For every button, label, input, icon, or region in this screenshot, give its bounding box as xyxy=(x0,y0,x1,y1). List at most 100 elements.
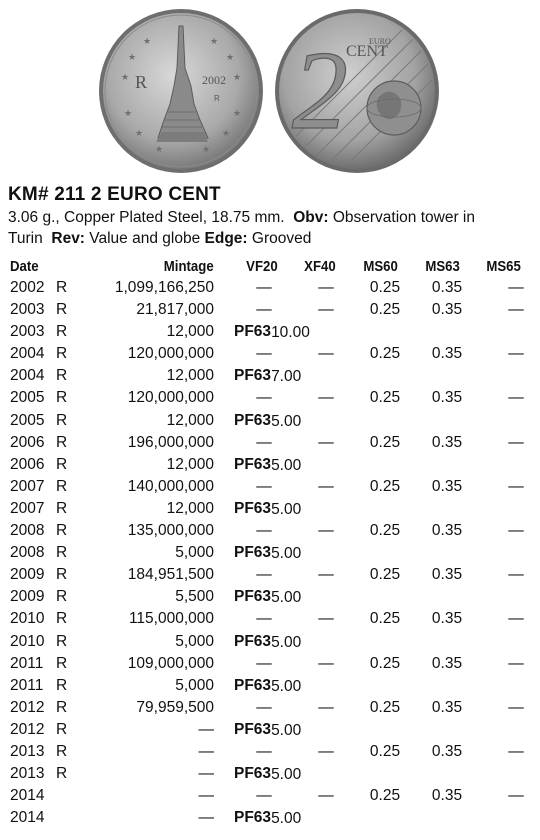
row-mint-mark: R xyxy=(56,411,68,429)
reverse-text: Value and globe xyxy=(89,230,201,247)
column-header-date: Date xyxy=(10,258,39,275)
row-proof-value: 5.00 xyxy=(271,500,302,518)
coin-reverse-cent: CENT xyxy=(346,43,388,60)
row-xf40: — xyxy=(318,345,334,363)
row-mintage: 184,951,500 xyxy=(127,566,214,584)
row-proof-grade: PF63 xyxy=(234,632,272,650)
row-mintage: 115,000,000 xyxy=(128,610,214,628)
row-xf40: — xyxy=(318,610,334,628)
row-ms60: 0.25 xyxy=(369,787,401,805)
row-year: 2006 xyxy=(10,433,45,451)
row-proof-grade: PF63 xyxy=(234,544,272,562)
row-mint-mark: R xyxy=(56,566,68,584)
row-mintage: 5,000 xyxy=(175,544,214,562)
svg-text:★: ★ xyxy=(202,145,210,155)
row-xf40: — xyxy=(318,742,334,760)
table-row: 2002 R 1,099,166,250 — — 0.25 0.35 — xyxy=(0,278,540,300)
svg-text:★: ★ xyxy=(222,129,230,139)
row-mint-mark: R xyxy=(56,499,68,517)
row-proof-grade: PF63 xyxy=(234,323,272,341)
coin-obverse-mark: R xyxy=(135,72,147,92)
row-ms63: 0.35 xyxy=(431,654,463,672)
row-proof-grade: PF63 xyxy=(234,676,272,694)
row-vf20: — xyxy=(256,522,272,540)
table-row: 2014 — — — 0.25 0.35 — xyxy=(0,786,540,808)
svg-text:★: ★ xyxy=(121,73,129,83)
row-proof-value: 5.00 xyxy=(271,766,302,784)
row-mint-mark: R xyxy=(56,301,68,319)
row-ms65: — xyxy=(508,389,524,407)
row-year: 2011 xyxy=(10,654,44,672)
row-vf20: — xyxy=(256,389,272,407)
row-year: 2010 xyxy=(10,610,45,628)
row-year: 2008 xyxy=(10,544,45,562)
row-ms63: 0.35 xyxy=(431,787,463,805)
row-ms63: 0.35 xyxy=(431,566,463,584)
row-proof-price: PF63 5.00 xyxy=(234,499,301,518)
row-ms60: 0.25 xyxy=(369,301,401,319)
row-ms65: — xyxy=(508,279,524,296)
row-year: 2002 xyxy=(10,279,45,296)
row-ms60: 0.25 xyxy=(369,433,401,451)
coin-reverse-euro: EURO xyxy=(369,37,391,46)
row-ms60: 0.25 xyxy=(369,654,401,672)
svg-text:★: ★ xyxy=(128,53,136,63)
row-proof-grade: PF63 xyxy=(234,499,272,517)
row-proof-grade: PF63 xyxy=(234,765,272,783)
row-vf20: — xyxy=(256,610,272,628)
row-year: 2003 xyxy=(10,301,45,319)
row-mint-mark: R xyxy=(56,345,68,363)
row-mintage: 21,817,000 xyxy=(136,301,214,319)
row-mint-mark: R xyxy=(56,698,68,716)
row-year: 2005 xyxy=(10,411,45,429)
row-ms60: 0.25 xyxy=(369,742,401,760)
row-year: 2004 xyxy=(10,345,45,363)
row-proof-value: 7.00 xyxy=(271,368,302,386)
row-ms60: 0.25 xyxy=(369,698,401,716)
table-row: 2005 R 120,000,000 — — 0.25 0.35 — xyxy=(0,388,540,410)
table-body: 2002 R 1,099,166,250 — — 0.25 0.35 — 2003 R 21,817… xyxy=(0,278,540,830)
row-ms65: — xyxy=(508,566,524,584)
table-row: 2003 R 12,000 PF63 10.00 xyxy=(0,322,540,344)
row-ms63: 0.35 xyxy=(431,345,463,363)
row-proof-value: 5.00 xyxy=(271,456,302,474)
coin-obverse-image: R 2002 R ★★★ ★★★ ★★ ★★ ★ ★ xyxy=(99,9,263,173)
edge-text: Grooved xyxy=(251,230,312,247)
row-mint-mark: R xyxy=(56,742,68,760)
svg-text:★: ★ xyxy=(143,37,151,47)
row-ms60: 0.25 xyxy=(369,477,401,495)
row-xf40: — xyxy=(318,522,334,540)
row-proof-price: PF63 10.00 xyxy=(234,323,310,341)
column-header-vf20: VF20 xyxy=(246,258,278,275)
row-year: 2012 xyxy=(10,720,45,738)
table-row: 2010 R 5,000 PF63 5.00 xyxy=(0,632,540,654)
row-proof-value: 5.00 xyxy=(271,721,302,739)
row-year: 2003 xyxy=(10,323,45,341)
row-ms63: 0.35 xyxy=(431,698,463,716)
row-mint-mark: R xyxy=(56,367,68,385)
row-year: 2007 xyxy=(10,477,45,495)
table-row: 2013 R — — — 0.25 0.35 — xyxy=(0,742,540,764)
row-proof-grade: PF63 xyxy=(234,367,272,385)
coin-obverse-year: 2002 xyxy=(202,73,226,87)
row-vf20: — xyxy=(256,301,272,319)
row-mint-mark: R xyxy=(56,323,68,341)
row-ms63: 0.35 xyxy=(431,742,463,760)
row-mintage: — xyxy=(198,787,215,805)
row-year: 2014 xyxy=(10,787,45,805)
row-mintage: 12,000 xyxy=(166,455,214,473)
row-year: 2010 xyxy=(10,632,45,650)
coin-stars: ★★★ ★★★ ★★ ★★ ★ ★ xyxy=(121,37,241,155)
catalog-title: KM# 211 2 EURO CENT xyxy=(8,184,221,205)
table-row: 2009 R 5,500 PF63 5.00 xyxy=(0,587,540,609)
row-mint-mark: R xyxy=(56,522,68,540)
row-year: 2006 xyxy=(10,455,45,473)
row-xf40: — xyxy=(318,566,334,584)
row-mint-mark: R xyxy=(56,676,68,694)
row-ms60: 0.25 xyxy=(369,566,401,584)
row-ms65: — xyxy=(508,787,524,805)
row-mint-mark: R xyxy=(56,477,68,495)
svg-text:★: ★ xyxy=(135,129,143,139)
row-mintage: 12,000 xyxy=(166,367,214,385)
column-header-xf40: XF40 xyxy=(304,258,336,275)
